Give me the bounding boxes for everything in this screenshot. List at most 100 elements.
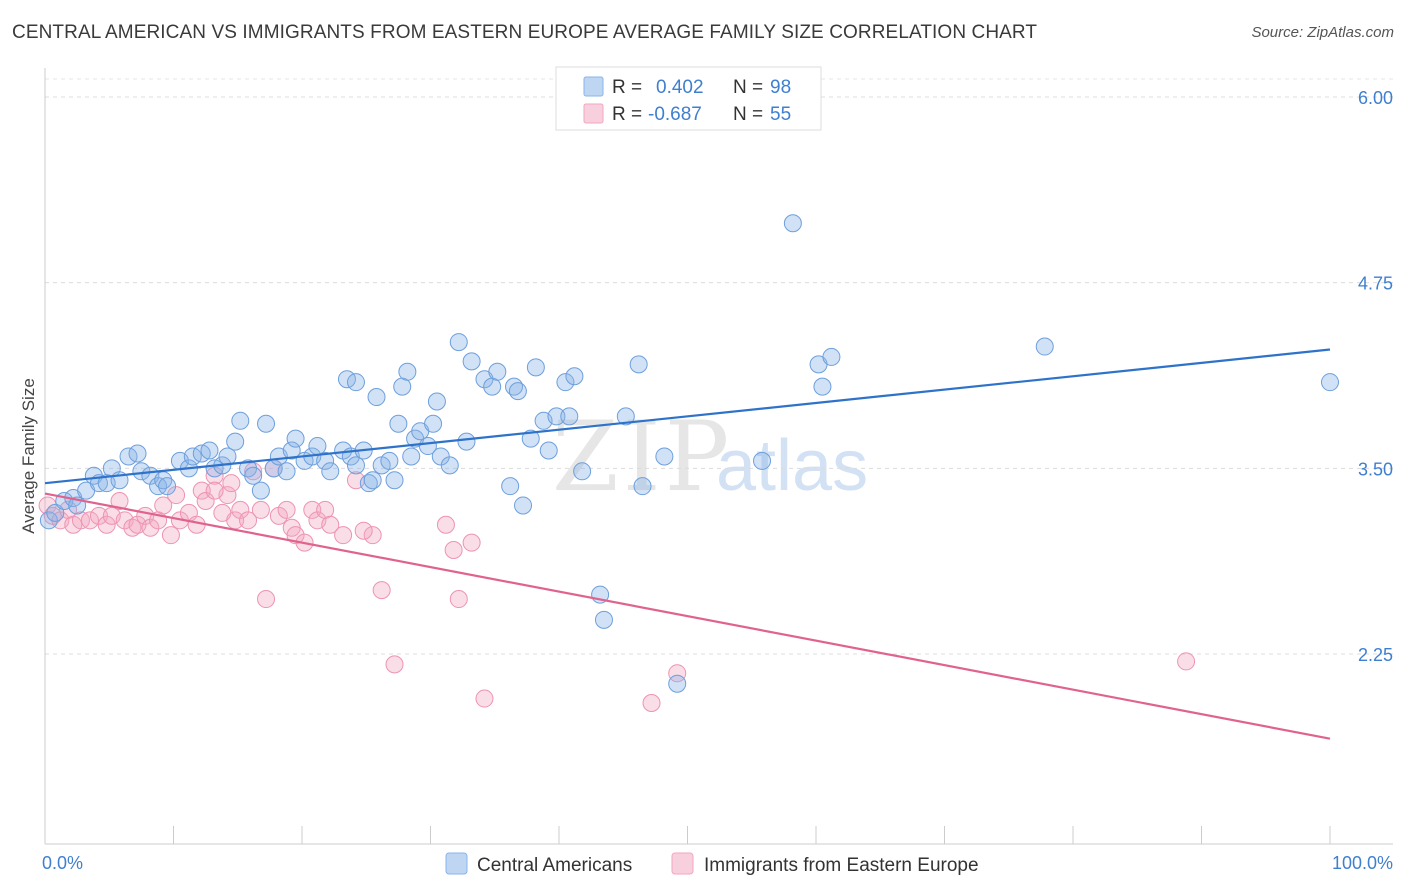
- data-point: [655, 447, 674, 466]
- data-point: [547, 407, 566, 426]
- legend-n-label: N =: [733, 104, 763, 125]
- data-point: [539, 441, 558, 460]
- data-point: [616, 407, 635, 426]
- data-points: [38, 214, 1339, 713]
- x-tick-label: 0.0%: [42, 853, 83, 873]
- data-point: [141, 518, 160, 537]
- trend-lines: [44, 348, 1331, 740]
- data-point: [372, 581, 391, 600]
- legend-r-value: -0.687: [648, 104, 702, 125]
- data-point: [367, 388, 386, 407]
- data-point: [449, 590, 468, 609]
- data-point: [514, 496, 533, 515]
- data-point: [385, 471, 404, 490]
- y-axis-label: Average Family Size: [19, 378, 38, 534]
- data-point: [449, 333, 468, 352]
- data-point: [363, 471, 382, 490]
- data-point: [38, 496, 57, 515]
- data-point: [257, 414, 276, 433]
- x-tick-label: 100.0%: [1332, 853, 1393, 873]
- data-point: [244, 462, 263, 481]
- gridlines: [45, 78, 1393, 655]
- data-point: [251, 481, 270, 500]
- data-point: [251, 500, 270, 519]
- y-tick-label: 2.25: [1358, 645, 1393, 665]
- series-legend-label-eastern-europe: Immigrants from Eastern Europe: [704, 855, 979, 876]
- data-point: [123, 518, 142, 537]
- data-point: [488, 362, 507, 381]
- data-point: [475, 689, 494, 708]
- data-point: [334, 526, 353, 545]
- legend-n-value: 98: [770, 77, 791, 98]
- y-tick-labels: 2.25 3.50 4.75 6.00: [1358, 88, 1393, 665]
- data-point: [508, 382, 527, 401]
- stats-legend-row-1: R = -0.687 N = 55: [583, 103, 791, 125]
- data-point: [316, 451, 335, 470]
- data-point: [161, 526, 180, 545]
- data-point: [286, 526, 305, 545]
- data-point: [257, 590, 276, 609]
- data-point: [427, 392, 446, 411]
- legend-r-value: 0.402: [656, 77, 704, 98]
- data-point: [187, 515, 206, 534]
- y-tick-label: 6.00: [1358, 88, 1393, 108]
- data-point: [231, 411, 250, 430]
- legend-n-value: 55: [770, 104, 791, 125]
- data-point: [402, 447, 421, 466]
- data-point: [128, 444, 147, 463]
- data-point: [218, 447, 237, 466]
- data-point: [526, 358, 545, 377]
- watermark-zip: ZIP: [552, 401, 733, 513]
- data-point: [80, 511, 99, 530]
- series-legend-label-central-americans: Central Americans: [477, 855, 632, 876]
- data-point: [594, 610, 613, 629]
- data-point: [822, 347, 841, 366]
- stats-legend: R = 0.402 N = 98 R = -0.687 N = 55: [555, 66, 822, 131]
- series-legend: Central Americans Immigrants from Easter…: [445, 852, 979, 876]
- data-point: [1177, 652, 1196, 671]
- data-point: [560, 407, 579, 426]
- data-point: [424, 414, 443, 433]
- data-point: [440, 456, 459, 475]
- data-point: [668, 674, 687, 693]
- data-point: [385, 655, 404, 674]
- data-point: [231, 500, 250, 519]
- data-point: [1321, 373, 1339, 392]
- data-point: [321, 462, 340, 481]
- data-point: [39, 511, 58, 530]
- data-point: [346, 373, 365, 392]
- y-tick-label: 3.50: [1358, 459, 1393, 479]
- data-point: [282, 441, 301, 460]
- series-legend-swatch-central-americans: [445, 852, 468, 875]
- data-point: [205, 466, 224, 485]
- data-point: [573, 462, 592, 481]
- data-point: [158, 477, 177, 496]
- data-point: [97, 515, 116, 534]
- data-point: [363, 526, 382, 545]
- data-point: [226, 432, 245, 451]
- data-point: [1035, 337, 1054, 356]
- chart-title: CENTRAL AMERICAN VS IMMIGRANTS FROM EAST…: [12, 22, 1038, 43]
- data-point: [154, 496, 173, 515]
- data-point: [444, 541, 463, 560]
- stats-legend-row-0: R = 0.402 N = 98: [583, 76, 791, 98]
- data-point: [462, 352, 481, 371]
- x-tick-labels: 0.0% 100.0%: [42, 853, 1393, 873]
- data-point: [196, 492, 215, 511]
- data-point: [556, 373, 575, 392]
- watermark-atlas: atlas: [716, 426, 868, 506]
- legend-r-label: R =: [612, 104, 642, 125]
- legend-swatch-eastern-europe: [583, 103, 604, 124]
- data-point: [380, 451, 399, 470]
- legend-n-label: N =: [733, 77, 763, 98]
- data-point: [389, 414, 408, 433]
- data-point: [753, 451, 772, 470]
- data-point: [462, 533, 481, 552]
- data-point: [629, 355, 648, 374]
- data-point: [565, 367, 584, 386]
- trend-line-eastern-europe: [44, 492, 1331, 740]
- data-point: [244, 466, 263, 485]
- data-point: [346, 456, 365, 475]
- data-point: [110, 492, 129, 511]
